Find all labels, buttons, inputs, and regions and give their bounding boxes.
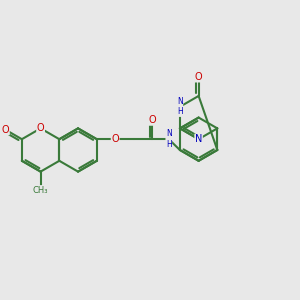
- Text: N: N: [195, 134, 202, 144]
- Text: O: O: [37, 123, 44, 134]
- Text: O: O: [2, 125, 9, 135]
- Text: O: O: [111, 134, 119, 144]
- Text: N
H: N H: [177, 97, 183, 116]
- Text: O: O: [195, 72, 203, 82]
- Text: N
H: N H: [166, 130, 172, 149]
- Text: O: O: [148, 115, 156, 125]
- Text: CH₃: CH₃: [33, 185, 48, 194]
